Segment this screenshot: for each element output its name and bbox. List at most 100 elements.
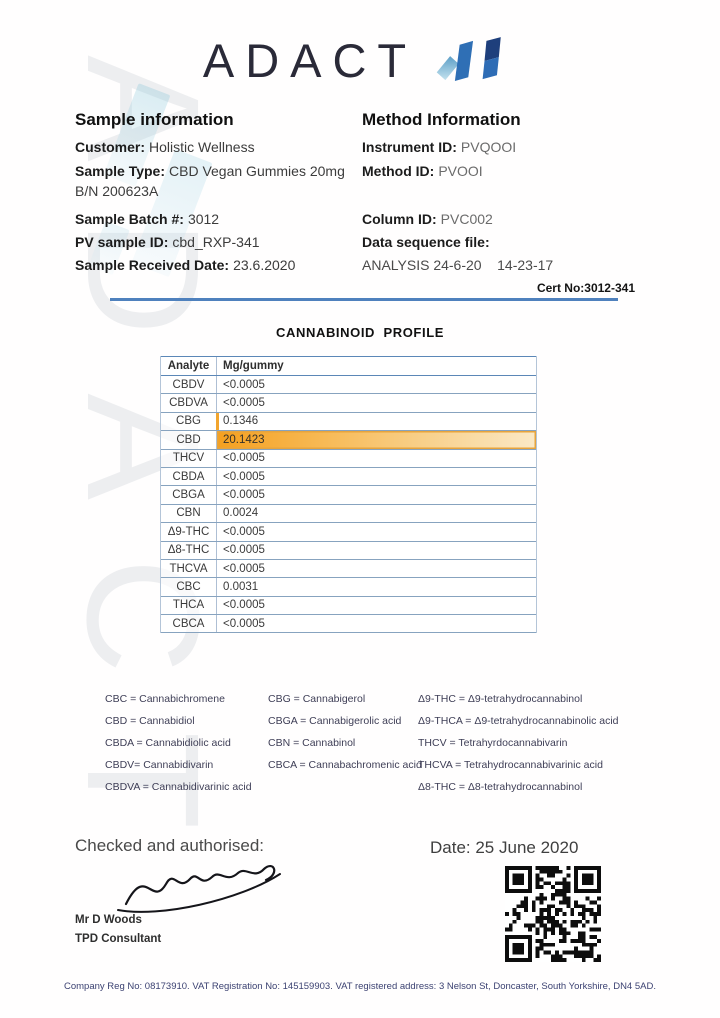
legend-item: CBDV= Cannabidivarin [105,759,214,771]
value-cell: 0.1346 [216,412,536,431]
legend-item: CBN = Cannabinol [268,737,356,749]
table-row: CBGA <0.0005 [161,486,536,505]
analyte-cell: CBG [176,415,201,428]
analyte-cell: CBDA [172,470,205,483]
legend-column-3: Δ9-THC = Δ9-tetrahydrocannabinol Δ9-THCA … [418,688,619,798]
customer-value: Holistic Wellness [149,139,255,155]
analyte-cell: Δ9-THC [167,525,210,538]
table-row: CBDA <0.0005 [161,467,536,487]
instrument-value: PVQOOI [460,139,517,155]
sample-type-label: Sample Type: [75,163,165,179]
table-row: CBC 0.0031 [161,578,536,597]
method-info-heading: Method Information [362,110,521,129]
column-id-value: PVC002 [440,211,493,227]
date-label: Date: 25 June 2020 [430,838,579,857]
adact-logo-text: ADACT [202,33,418,87]
analyte-cell: CBC [176,580,201,593]
table-row: CBDVA <0.0005 [161,394,536,413]
value-cell: <0.0005 [216,559,536,578]
data-seq-label: Data sequence file: [362,234,490,250]
legend-item: THCV = Tetrahyrdocannabivarin [418,737,568,749]
data-seq-line: Data sequence file: [362,232,490,252]
value-cell: 0.0031 [216,578,536,596]
analyte-cell: CBN [176,507,201,520]
batch-line: Sample Batch #: 3012 [75,209,219,229]
value-cell: <0.0005 [216,394,536,412]
column-id-label: Column ID: [362,211,437,227]
table-row: THCA <0.0005 [161,596,536,616]
value-cell: <0.0005 [216,541,536,559]
value-cell: <0.0005 [216,615,536,633]
method-id-value: PVOOI [438,163,483,179]
legend-item: CBD = Cannabidiol [105,715,195,727]
customer-line: Customer: Holistic Wellness [75,137,255,157]
value-cell: <0.0005 [216,449,536,467]
header-logo: ADACT [0,32,720,88]
instrument-line: Instrument ID: PVQOOI [362,137,516,157]
table-row: Δ9-THC <0.0005 [161,523,536,542]
cannabinoid-profile-table: Analyte Mg/gummy CBDV <0.0005 CBDVA <0.0005… [160,356,537,634]
legend-column-1: CBC = Cannabichromene CBD = Cannabidiol CB… [105,688,252,798]
table-row: THCVA <0.0005 [161,559,536,579]
sample-info-heading: Sample information [75,110,234,129]
batch-value: 3012 [187,211,220,227]
analyte-cell: THCV [172,452,205,465]
value-cell: <0.0005 [216,467,536,486]
analysis-line: ANALYSIS 24-6-20 14-23-17 [362,257,554,273]
received-date-label: Sample Received Date: [75,257,230,273]
analyte-column-header: Analyte [167,360,210,372]
analyte-cell: CBCA [172,617,205,630]
divider-rule [110,298,618,301]
value-cell: <0.0005 [216,376,536,394]
table-header-row: Analyte Mg/gummy [161,356,536,376]
analyte-cell: Δ8-THC [167,544,210,557]
profile-title: CANNABINOID PROFILE [276,325,444,340]
received-date-value: 23.6.2020 [233,257,296,273]
table-row: Δ8-THC <0.0005 [161,541,536,560]
value-cell: <0.0005 [216,486,536,504]
analyte-cell: THCVA [169,562,208,575]
profile-table-body: CBDV <0.0005 CBDVA <0.0005 CBG 0.1346 CBD 20.14… [161,376,536,634]
legend-item: THCVA = Tetrahydrocannabivarinic acid [418,759,603,771]
qr-code [505,866,601,962]
table-row: CBCA <0.0005 [161,615,536,634]
legend-item: Δ9-THCA = Δ9-tetrahydrocannabinolic acid [418,715,619,727]
signature-image [117,864,281,913]
table-row: CBN 0.0024 [161,504,536,524]
analyte-cell: THCA [172,599,205,612]
pv-id-label: PV sample ID: [75,234,169,250]
checked-authorised-label: Checked and authorised: [75,836,265,855]
legend-column-2: CBG = Cannabigerol CBGA = Cannabigerolic … [268,688,422,776]
table-row: CBD 20.1423 [161,431,536,450]
batch-label: Sample Batch #: [75,211,184,227]
customer-label: Customer: [75,139,146,155]
legend-item: CBGA = Cannabigerolic acid [268,715,402,727]
sample-type-value: CBD Vegan Gummies 20mg B/N 200623A [75,163,345,199]
received-date-line: Sample Received Date: 23.6.2020 [75,255,295,275]
mg-column-header: Mg/gummy [216,357,536,375]
value-cell: 0.0024 [216,504,536,523]
signatory-name: Mr D Woods [75,914,142,926]
analyte-cell: CBGA [172,489,205,502]
legend-item: CBC = Cannabichromene [105,693,225,705]
legend-item: Δ8-THC = Δ8-tetrahydrocannabinol [418,781,583,793]
legend-item: CBCA = Cannabachromenic acid [268,759,422,771]
analyte-cell: CBD [176,433,201,446]
analyte-cell: CBDVA [169,397,208,410]
sample-type-line: Sample Type: CBD Vegan Gummies 20mg B/N 2… [75,161,367,201]
adact-logo-mark-icon [436,37,501,82]
legend-item: CBDA = Cannabidiolic acid [105,737,231,749]
table-row: CBDV <0.0005 [161,376,536,395]
method-id-line: Method ID: PVOOI [362,161,483,181]
pv-id-value: cbd_RXP-341 [172,234,260,250]
cert-number: Cert No:3012-341 [536,281,635,295]
table-row: CBG 0.1346 [161,412,536,432]
pv-id-line: PV sample ID: cbd_RXP-341 [75,232,260,252]
footer-text: Company Reg No: 08173910. VAT Registrati… [64,981,656,992]
value-cell: <0.0005 [216,523,536,541]
column-id-line: Column ID: PVC002 [362,209,493,229]
value-cell: 20.1423 [216,431,536,449]
analyte-cell: CBDV [172,378,205,391]
instrument-label: Instrument ID: [362,139,457,155]
